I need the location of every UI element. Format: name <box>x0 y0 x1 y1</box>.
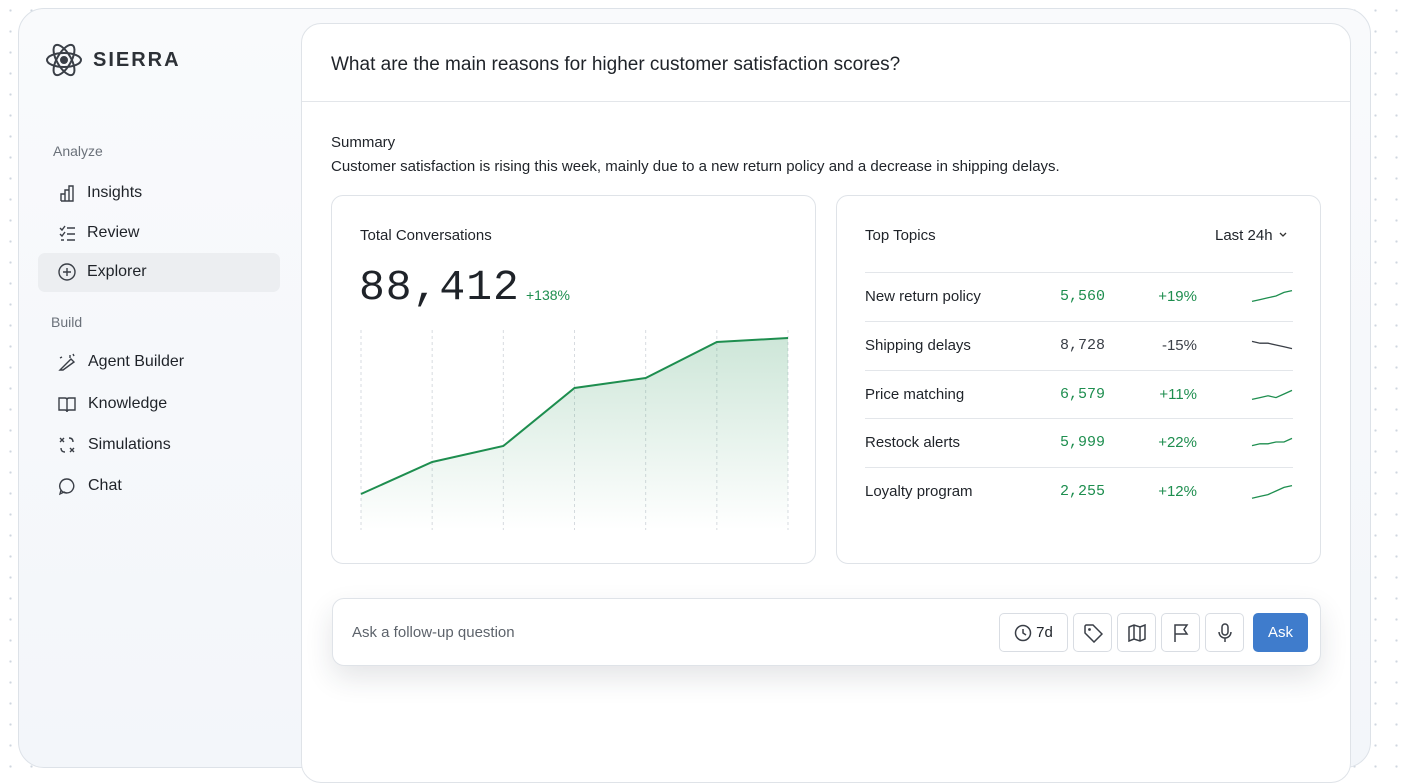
nav-item[interactable]: Review <box>38 214 280 253</box>
sidebar: SIERRA Analyze Insights Review Explorer Buil… <box>18 8 301 708</box>
card-title: Top Topics <box>865 227 936 244</box>
logo <box>46 43 82 77</box>
nav-icon <box>59 437 75 453</box>
sparkline-line <box>1251 438 1293 447</box>
mic-icon <box>1217 622 1232 642</box>
topics-list: New return policy 5,560 +19% Shipping delay… <box>865 272 1293 522</box>
nav-label: Review <box>87 224 140 241</box>
nav-label: Knowledge <box>88 395 168 412</box>
nav-label: Explorer <box>87 263 147 280</box>
sparkline-line <box>1251 389 1293 400</box>
topic-count: 2,255 <box>1059 483 1105 501</box>
question: What are the main reasons for higher cus… <box>331 54 901 75</box>
nav-label: Agent Builder <box>88 353 185 370</box>
nav-item[interactable]: Insights <box>38 174 280 213</box>
nav-label: Simulations <box>88 436 171 453</box>
topic-name: Price matching <box>865 385 965 403</box>
line-chart <box>360 330 789 530</box>
row-divider <box>865 320 1293 322</box>
sparkline <box>1251 289 1293 303</box>
nav-item[interactable]: Simulations <box>38 426 280 465</box>
topic-change: +11% <box>1159 385 1197 403</box>
nav-item[interactable]: Knowledge <box>38 385 280 424</box>
section-title: Build <box>51 314 83 330</box>
topic-name: Loyalty program <box>865 483 973 501</box>
topic-name: Restock alerts <box>865 434 961 452</box>
row-divider <box>865 418 1293 420</box>
sparkline-line <box>1251 485 1293 500</box>
map-icon <box>1127 623 1146 642</box>
flag-icon <box>1173 623 1188 642</box>
divider <box>302 101 1350 102</box>
nav-icon <box>58 263 76 281</box>
flag-button[interactable] <box>1161 613 1200 652</box>
topic-change: -15% <box>1161 336 1197 354</box>
row-divider <box>865 467 1293 469</box>
sparkline-line <box>1251 289 1293 303</box>
sparkline <box>1251 389 1293 400</box>
summary-title: Summary <box>331 134 396 151</box>
topic-count: 6,579 <box>1059 385 1105 403</box>
topic-count: 8,728 <box>1059 336 1105 354</box>
line <box>360 337 789 495</box>
clock-icon <box>1014 624 1032 641</box>
nav-icon <box>60 185 74 202</box>
topics-card: Top Topics Last 24h New return policy 5,5… <box>836 195 1321 564</box>
sparkline-line <box>1251 340 1293 350</box>
nav-item[interactable]: Chat <box>38 467 280 506</box>
card-title: Total Conversations <box>360 227 492 244</box>
topic-name: Shipping delays <box>865 336 971 354</box>
row-divider <box>865 272 1293 273</box>
sparkline <box>1251 485 1293 500</box>
nav-icon <box>58 397 76 413</box>
tag-icon <box>1083 623 1103 643</box>
sparkline <box>1251 438 1293 447</box>
section-title: Analyze <box>53 143 103 159</box>
summary-text: Customer satisfaction is rising this wee… <box>331 158 1060 175</box>
ask-bar: Ask a follow-up question 7d Ask <box>332 598 1321 666</box>
range-label: 7d <box>1036 624 1053 641</box>
period-select[interactable]: Last 24h <box>1215 227 1273 244</box>
topic-change: +12% <box>1158 483 1197 501</box>
nav-label: Chat <box>88 477 122 494</box>
topic-name: New return policy <box>865 288 981 305</box>
brand: SIERRA <box>93 49 181 71</box>
ask-input[interactable]: Ask a follow-up question <box>352 624 515 641</box>
topic-change: +22% <box>1158 434 1197 452</box>
nav-item[interactable]: Agent Builder <box>38 343 280 382</box>
sparkline <box>1251 340 1293 350</box>
total-value: 88,412 <box>359 263 520 312</box>
row-divider <box>865 369 1293 371</box>
line-area <box>361 338 788 530</box>
ask-button[interactable]: Ask <box>1253 613 1308 652</box>
tag-button[interactable] <box>1073 613 1112 652</box>
total-change: +138% <box>526 287 570 303</box>
map-button[interactable] <box>1117 613 1156 652</box>
range-button[interactable]: 7d <box>999 613 1068 652</box>
mic-button[interactable] <box>1205 613 1244 652</box>
topic-change: +19% <box>1158 288 1197 305</box>
nav-item[interactable]: Explorer <box>38 253 280 292</box>
nav-label: Insights <box>87 184 143 201</box>
topic-count: 5,999 <box>1059 434 1105 452</box>
topic-count: 5,560 <box>1059 288 1105 305</box>
nav-icon <box>58 353 76 371</box>
nav-icon <box>59 225 75 241</box>
nav-icon <box>58 478 75 496</box>
chevron <box>1279 232 1287 237</box>
